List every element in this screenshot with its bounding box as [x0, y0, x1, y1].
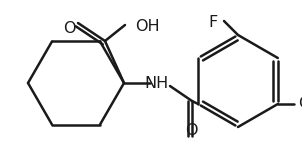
Text: O: O — [63, 21, 76, 36]
Text: O: O — [185, 123, 197, 138]
Text: F: F — [209, 15, 218, 30]
Text: OH: OH — [135, 19, 160, 34]
Text: Cl: Cl — [298, 96, 302, 111]
Text: NH: NH — [144, 76, 168, 90]
